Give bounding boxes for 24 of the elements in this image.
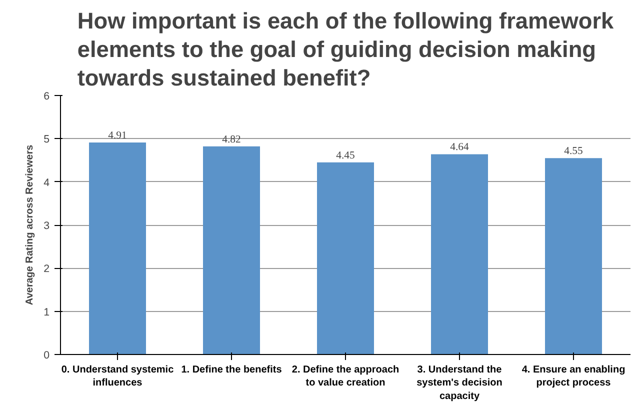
y-tick-label: 6 [44,90,50,102]
bar [89,142,146,354]
x-tick-label: 0. Understand systemic influences [61,364,174,389]
data-label: 4.91 [108,130,127,142]
data-label: 4.82 [222,134,241,146]
data-label: 4.64 [450,142,470,154]
y-tick-label: 2 [44,263,50,276]
y-tick-label: 1 [44,306,50,318]
data-label: 4.55 [564,146,583,158]
bar [545,158,602,354]
bar [317,162,374,354]
y-tick-label: 3 [44,220,50,232]
y-tick-label: 5 [44,134,50,146]
y-tick-label: 4 [44,176,50,189]
x-tick-label: 3. Understand the system's decision capacity [416,364,502,402]
y-tick-label: 0 [44,350,50,362]
bar [431,154,488,354]
bar [203,146,260,354]
chart-title: How important is each of the following framework elements to the goal of guiding decision making towards sustained benefit? [77,7,614,90]
data-label: 4.45 [336,150,355,162]
x-tick-label: 2. Define the approach to value creation [292,364,400,389]
x-tick-label: 4. Ensure an enabling project process [522,364,626,389]
y-axis-title: Average Rating across Reviewers [24,144,36,306]
x-tick-label: 1. Define the benefits [181,364,282,376]
